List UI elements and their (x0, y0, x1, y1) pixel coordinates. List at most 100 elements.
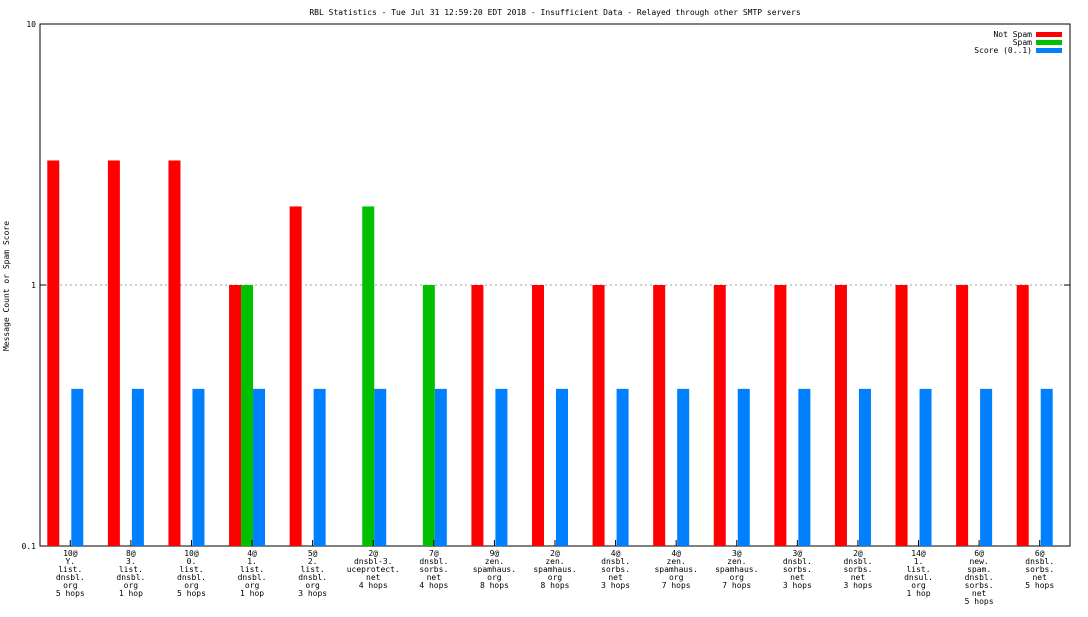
bar-not-spam (1016, 285, 1029, 546)
x-tick-label: zen. (545, 557, 564, 566)
x-tick-label: dnsbl. (298, 573, 327, 582)
y-axis-ticks: 0.1 1 10 (22, 20, 1070, 551)
bar-not-spam (592, 285, 605, 546)
bar-score-0-1 (374, 388, 387, 546)
legend-label: Spam (1013, 38, 1032, 47)
bar-not-spam (107, 160, 120, 546)
x-tick-label: 2@ (368, 549, 378, 558)
x-tick-label: dnsul. (904, 573, 933, 582)
x-tick-label: list. (240, 565, 264, 574)
x-tick-label: 6@ (974, 549, 984, 558)
bar-score-0-1 (495, 388, 508, 546)
bar-score-0-1 (556, 388, 568, 546)
x-tick-label: 10@ (63, 549, 78, 558)
x-tick-label: dnsbl. (56, 573, 85, 582)
x-tick-label: 6@ (1035, 549, 1045, 558)
x-tick-label: dnsbl. (601, 557, 630, 566)
x-tick-label: list. (906, 565, 930, 574)
x-tick-label: org (487, 573, 502, 582)
bar-not-spam (47, 160, 60, 546)
x-tick-label: zen. (667, 557, 686, 566)
legend-swatch (1036, 40, 1062, 45)
bar-score-0-1 (980, 388, 993, 546)
bar-score-0-1 (253, 388, 266, 546)
x-tick-label: 3 hops (601, 581, 630, 590)
x-tick-label: 2. (308, 557, 318, 566)
bar-not-spam (956, 285, 969, 546)
bar-not-spam (653, 285, 666, 546)
x-tick-label: sorbs. (783, 565, 812, 574)
legend-label: Not Spam (993, 30, 1032, 39)
x-tick-label: sorbs. (419, 565, 448, 574)
x-tick-label: net (851, 573, 866, 582)
x-tick-label: dnsbl. (965, 573, 994, 582)
bar-spam (241, 285, 254, 546)
bar-score-0-1 (131, 388, 144, 546)
x-tick-label: net (608, 573, 623, 582)
x-tick-label: dnsbl. (116, 573, 145, 582)
bar-score-0-1 (919, 388, 932, 546)
bar-not-spam (471, 285, 484, 546)
x-tick-label: dnsbl. (843, 557, 872, 566)
x-tick-label: 4@ (247, 549, 257, 558)
x-tick-label: 5 hops (177, 589, 206, 598)
x-tick-label: spamhaus. (654, 565, 697, 574)
x-tick-label: 14@ (911, 549, 926, 558)
x-tick-label: net (427, 573, 442, 582)
x-tick-label: spam. (967, 565, 991, 574)
bar-score-0-1 (71, 388, 84, 546)
x-tick-label: 7 hops (662, 581, 691, 590)
x-tick-label: net (972, 589, 987, 598)
x-tick-label: net (1032, 573, 1047, 582)
bar-score-0-1 (192, 388, 205, 546)
x-tick-label: 8 hops (541, 581, 570, 590)
x-tick-label: 8@ (126, 549, 136, 558)
x-tick-label: sorbs. (843, 565, 872, 574)
x-tick-label: sorbs. (601, 565, 630, 574)
x-tick-label: new. (969, 557, 988, 566)
x-tick-label: 8 hops (480, 581, 509, 590)
bar-score-0-1 (798, 388, 811, 546)
x-tick-label: 5@ (308, 549, 318, 558)
x-tick-label: 1. (247, 557, 257, 566)
x-tick-label: spamhaus. (533, 565, 576, 574)
x-tick-label: zen. (485, 557, 504, 566)
x-tick-label: Y. (65, 557, 75, 566)
x-tick-label: 4@ (611, 549, 621, 558)
bar-score-0-1 (1040, 388, 1053, 546)
bar-score-0-1 (858, 388, 871, 546)
bar-not-spam (168, 160, 181, 546)
bar-spam (362, 206, 375, 547)
x-tick-label: 4 hops (419, 581, 448, 590)
x-tick-label: 7@ (429, 549, 439, 558)
x-tick-label: 3 hops (783, 581, 812, 590)
x-tick-label: 4@ (671, 549, 681, 558)
x-tick-label: 3@ (793, 549, 803, 558)
y-tick-label: 10 (26, 20, 36, 29)
x-tick-label: 1. (914, 557, 924, 566)
bar-score-0-1 (616, 388, 629, 546)
legend-swatch (1036, 48, 1062, 53)
bar-not-spam (289, 206, 302, 547)
x-tick-label: sorbs. (1025, 565, 1054, 574)
bar-score-0-1 (677, 388, 690, 546)
x-tick-label: zen. (727, 557, 746, 566)
x-tick-label: dnsbl. (1025, 557, 1054, 566)
bar-score-0-1 (737, 388, 750, 546)
x-tick-label: 2@ (853, 549, 863, 558)
bar-not-spam (713, 285, 726, 546)
x-tick-label: sorbs. (965, 581, 994, 590)
y-tick-label: 0.1 (22, 542, 37, 551)
x-tick-label: 1 hop (906, 589, 930, 598)
x-tick-label: spamhaus. (473, 565, 516, 574)
x-tick-label: dnsbl. (238, 573, 267, 582)
legend-swatch (1036, 32, 1062, 37)
x-tick-label: 3 hops (843, 581, 872, 590)
x-tick-label: 5 hops (965, 597, 994, 606)
bar-not-spam (895, 285, 908, 546)
y-axis-label: Message Count or Spam Score (2, 221, 11, 351)
x-tick-label: dnsbl. (177, 573, 206, 582)
x-tick-label: org (184, 581, 199, 590)
